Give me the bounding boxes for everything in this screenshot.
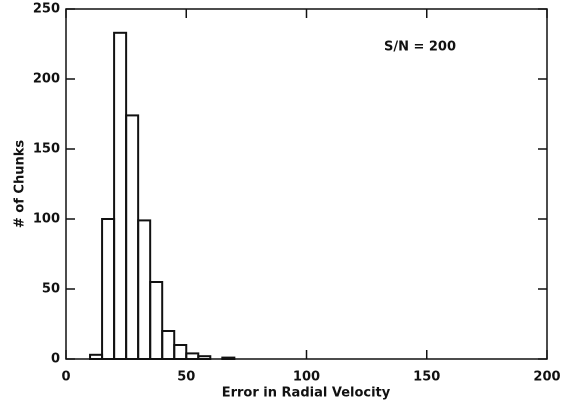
x-tick-label: 200 (533, 370, 560, 385)
histogram-bar (221, 356, 236, 361)
y-tick-label: 100 (33, 212, 60, 227)
x-axis-label: Error in Radial Velocity (222, 386, 391, 401)
histogram-bar (101, 218, 116, 360)
histogram-bar (137, 219, 152, 360)
annotation: S/N = 200 (384, 40, 456, 55)
histogram-bar (125, 114, 140, 361)
x-tick-label: 0 (61, 370, 70, 385)
histogram-bar (197, 355, 212, 361)
histogram-bar (113, 31, 128, 361)
y-axis-label: # of Chunks (13, 140, 28, 228)
x-tick-label: 50 (177, 370, 195, 385)
y-tick-label: 0 (51, 352, 60, 367)
y-tick-label: 150 (33, 142, 60, 157)
y-tick-label: 250 (33, 2, 60, 17)
y-tick-label: 200 (33, 72, 60, 87)
histogram-bar (173, 344, 188, 360)
x-tick-label: 100 (293, 370, 320, 385)
y-tick-label: 50 (42, 282, 60, 297)
histogram-bar (89, 353, 104, 360)
histogram-bar (161, 330, 176, 360)
x-tick-label: 150 (413, 370, 440, 385)
histogram-bar (185, 352, 200, 360)
histogram-bar (149, 281, 164, 360)
